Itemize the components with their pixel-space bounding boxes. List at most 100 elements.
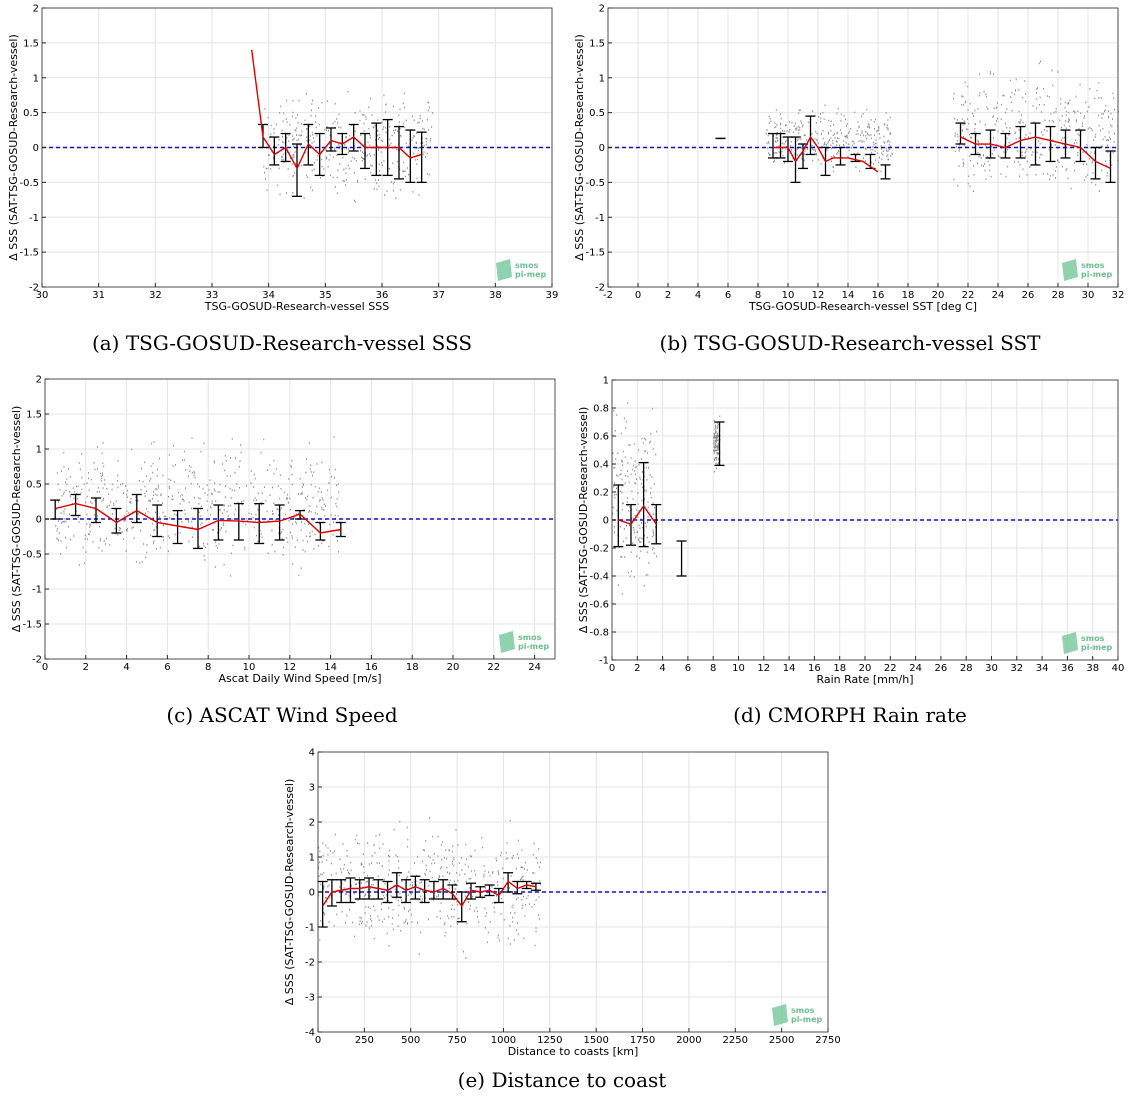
x-tick-label: 35 bbox=[319, 290, 332, 301]
scatter-point bbox=[325, 505, 327, 507]
scatter-point bbox=[882, 153, 884, 156]
scatter-point bbox=[177, 491, 179, 494]
scatter-point bbox=[311, 99, 313, 102]
x-tick-label: 2750 bbox=[815, 1035, 840, 1046]
scatter-point bbox=[420, 931, 422, 934]
scatter-point bbox=[329, 523, 331, 526]
scatter-point bbox=[156, 468, 158, 471]
scatter-point bbox=[198, 497, 200, 499]
scatter-point bbox=[406, 826, 408, 829]
scatter-point bbox=[984, 163, 986, 165]
scatter-point bbox=[851, 140, 853, 143]
scatter-point bbox=[496, 859, 498, 862]
scatter-point bbox=[713, 449, 715, 452]
scatter-point bbox=[1075, 120, 1077, 123]
scatter-point bbox=[373, 188, 375, 190]
scatter-point bbox=[152, 471, 154, 474]
scatter-point bbox=[526, 897, 528, 900]
scatter-point bbox=[325, 157, 327, 160]
scatter-point bbox=[783, 130, 785, 132]
scatter-point bbox=[387, 873, 389, 876]
scatter-point bbox=[985, 178, 987, 181]
scatter-point bbox=[772, 161, 774, 163]
y-tick-label: -1 bbox=[32, 585, 42, 596]
scatter-point bbox=[99, 538, 101, 540]
scatter-point bbox=[716, 452, 718, 454]
scatter-point bbox=[296, 134, 298, 136]
y-tick-label: 2 bbox=[309, 818, 315, 829]
scatter-point bbox=[410, 892, 412, 895]
scatter-point bbox=[200, 523, 202, 526]
scatter-point bbox=[440, 890, 442, 893]
scatter-point bbox=[356, 834, 358, 837]
scatter-point bbox=[798, 138, 800, 141]
scatter-point bbox=[383, 878, 385, 881]
scatter-point bbox=[322, 842, 324, 845]
scatter-point bbox=[1085, 101, 1087, 104]
scatter-point bbox=[120, 483, 122, 486]
scatter-point bbox=[361, 882, 363, 884]
scatter-point bbox=[101, 472, 103, 475]
scatter-point bbox=[317, 544, 319, 547]
scatter-point bbox=[839, 144, 841, 147]
scatter-point bbox=[84, 538, 86, 540]
chart-panel-a: 30 31 32 33 34 35 36 37 38 39-2-1.5-1-0.500.511.5… bbox=[7, 4, 558, 356]
scatter-point bbox=[1036, 88, 1038, 90]
scatter-point bbox=[70, 538, 72, 541]
scatter-point bbox=[313, 548, 315, 550]
scatter-point bbox=[259, 529, 261, 532]
scatter-point bbox=[612, 506, 614, 509]
scatter-point bbox=[328, 468, 330, 471]
scatter-point bbox=[403, 161, 405, 164]
scatter-point bbox=[496, 881, 498, 883]
scatter-point bbox=[813, 148, 815, 151]
scatter-point bbox=[78, 564, 80, 566]
scatter-point bbox=[997, 117, 999, 120]
scatter-point bbox=[993, 149, 995, 151]
scatter-point bbox=[651, 535, 653, 538]
scatter-point bbox=[413, 119, 415, 121]
scatter-point bbox=[650, 433, 652, 435]
scatter-point bbox=[418, 193, 420, 196]
scatter-point bbox=[304, 522, 306, 525]
scatter-point bbox=[818, 116, 820, 118]
scatter-point bbox=[278, 139, 280, 141]
scatter-point bbox=[378, 149, 379, 151]
scatter-point bbox=[640, 518, 642, 520]
scatter-point bbox=[791, 121, 793, 124]
scatter-point bbox=[81, 488, 83, 491]
scatter-point bbox=[529, 903, 531, 905]
scatter-point bbox=[343, 867, 345, 870]
scatter-point bbox=[861, 130, 863, 132]
scatter-point bbox=[498, 939, 500, 942]
scatter-point bbox=[427, 118, 429, 121]
scatter-point bbox=[217, 491, 219, 494]
scatter-point bbox=[78, 521, 80, 523]
y-axis-label: Δ SSS (SAT-TSG-GOSUD-Research-vessel) bbox=[10, 406, 23, 633]
scatter-point bbox=[295, 117, 297, 119]
y-tick-label: 0 bbox=[36, 515, 42, 526]
scatter-point bbox=[621, 508, 623, 511]
x-tick-label: 20 bbox=[932, 290, 945, 301]
scatter-point bbox=[168, 485, 170, 488]
scatter-point bbox=[873, 127, 875, 130]
scatter-point bbox=[1039, 153, 1041, 156]
scatter-point bbox=[395, 898, 397, 900]
scatter-point bbox=[620, 556, 622, 558]
x-tick-label: 2500 bbox=[769, 1035, 794, 1046]
scatter-point bbox=[416, 163, 418, 165]
scatter-point bbox=[392, 105, 394, 108]
scatter-point bbox=[370, 136, 372, 139]
scatter-point bbox=[1019, 122, 1021, 125]
scatter-point bbox=[786, 139, 788, 142]
scatter-point bbox=[451, 850, 453, 853]
scatter-point bbox=[302, 549, 304, 551]
scatter-point bbox=[881, 148, 883, 150]
scatter-point bbox=[786, 130, 788, 132]
scatter-point bbox=[66, 546, 68, 549]
scatter-point bbox=[629, 575, 631, 577]
scatter-point bbox=[344, 143, 346, 146]
scatter-point bbox=[1048, 95, 1050, 98]
scatter-point bbox=[152, 542, 154, 544]
scatter-point bbox=[1046, 130, 1048, 132]
